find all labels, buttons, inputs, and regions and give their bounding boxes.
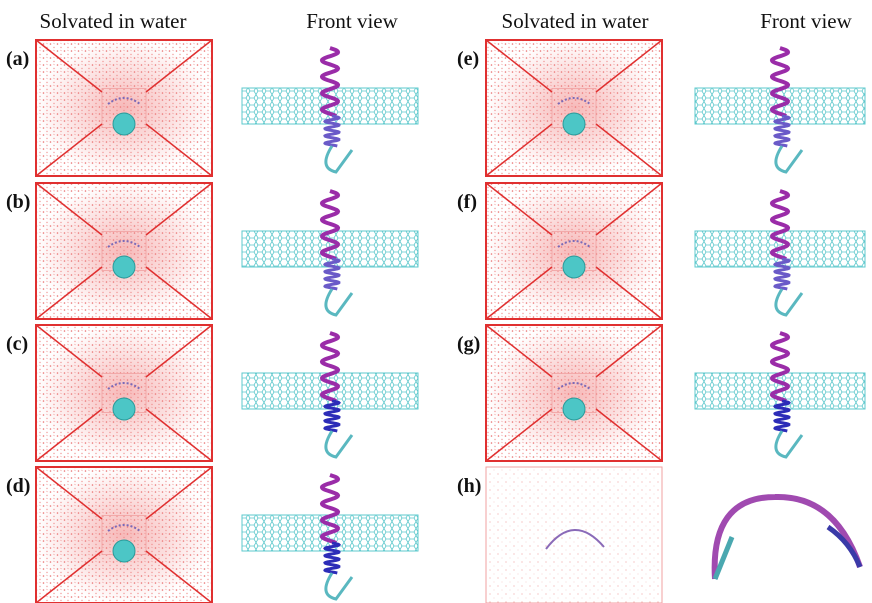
coil xyxy=(326,431,352,457)
panel: (h) xyxy=(457,467,860,603)
coil xyxy=(776,431,802,457)
column-header: Solvated in water xyxy=(502,9,649,33)
panel: (f) xyxy=(457,183,865,319)
figure: Solvated in water Front view Solvated in… xyxy=(0,0,872,603)
coil xyxy=(776,146,802,172)
nanotube-end xyxy=(563,113,585,135)
panel-label: (g) xyxy=(457,333,480,355)
panel-label: (h) xyxy=(457,475,481,497)
panel: (d) xyxy=(6,467,418,603)
coil xyxy=(326,146,352,172)
nanotube-end xyxy=(113,398,135,420)
panel: (b) xyxy=(6,183,418,319)
column-header: Solvated in water xyxy=(40,9,187,33)
panel-label: (a) xyxy=(6,48,29,70)
nanotube-end xyxy=(563,256,585,278)
water-box xyxy=(486,467,662,603)
panel-label: (f) xyxy=(457,191,477,213)
column-header: Front view xyxy=(760,9,852,33)
coil xyxy=(326,573,352,599)
coil xyxy=(326,289,352,315)
panel-label: (d) xyxy=(6,475,30,497)
panel-label: (b) xyxy=(6,191,30,213)
column-header: Front view xyxy=(306,9,398,33)
nanotube-end xyxy=(563,398,585,420)
panel: (e) xyxy=(457,40,865,176)
nanotube-end xyxy=(113,256,135,278)
panel: (a) xyxy=(6,40,418,176)
panels: (a) (b) (c) (d) (e) (f) (g) (h) xyxy=(6,40,865,603)
panel: (g) xyxy=(457,325,865,461)
panel: (c) xyxy=(6,325,418,461)
nanotube-end xyxy=(113,113,135,135)
coil xyxy=(776,289,802,315)
panel-label: (e) xyxy=(457,48,479,70)
panel-label: (c) xyxy=(6,333,28,355)
nanotube-end xyxy=(113,540,135,562)
